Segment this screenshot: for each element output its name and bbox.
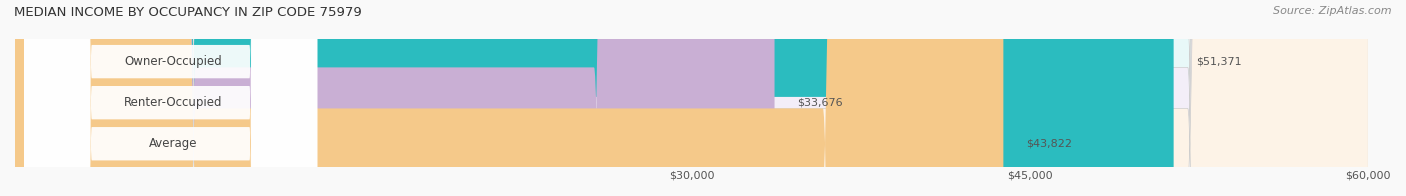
Text: MEDIAN INCOME BY OCCUPANCY IN ZIP CODE 75979: MEDIAN INCOME BY OCCUPANCY IN ZIP CODE 7… xyxy=(14,6,361,19)
Text: Renter-Occupied: Renter-Occupied xyxy=(124,96,222,109)
FancyBboxPatch shape xyxy=(15,0,775,196)
FancyBboxPatch shape xyxy=(15,0,1174,196)
FancyBboxPatch shape xyxy=(24,0,318,196)
Text: $33,676: $33,676 xyxy=(797,98,842,108)
Text: $51,371: $51,371 xyxy=(1197,57,1241,67)
FancyBboxPatch shape xyxy=(15,0,1004,196)
FancyBboxPatch shape xyxy=(15,0,1368,196)
FancyBboxPatch shape xyxy=(15,0,1368,196)
Text: Average: Average xyxy=(149,137,197,150)
FancyBboxPatch shape xyxy=(24,0,318,196)
FancyBboxPatch shape xyxy=(24,0,318,196)
FancyBboxPatch shape xyxy=(15,0,1368,196)
Text: Owner-Occupied: Owner-Occupied xyxy=(124,55,222,68)
Text: Source: ZipAtlas.com: Source: ZipAtlas.com xyxy=(1274,6,1392,16)
Text: $43,822: $43,822 xyxy=(1026,139,1071,149)
